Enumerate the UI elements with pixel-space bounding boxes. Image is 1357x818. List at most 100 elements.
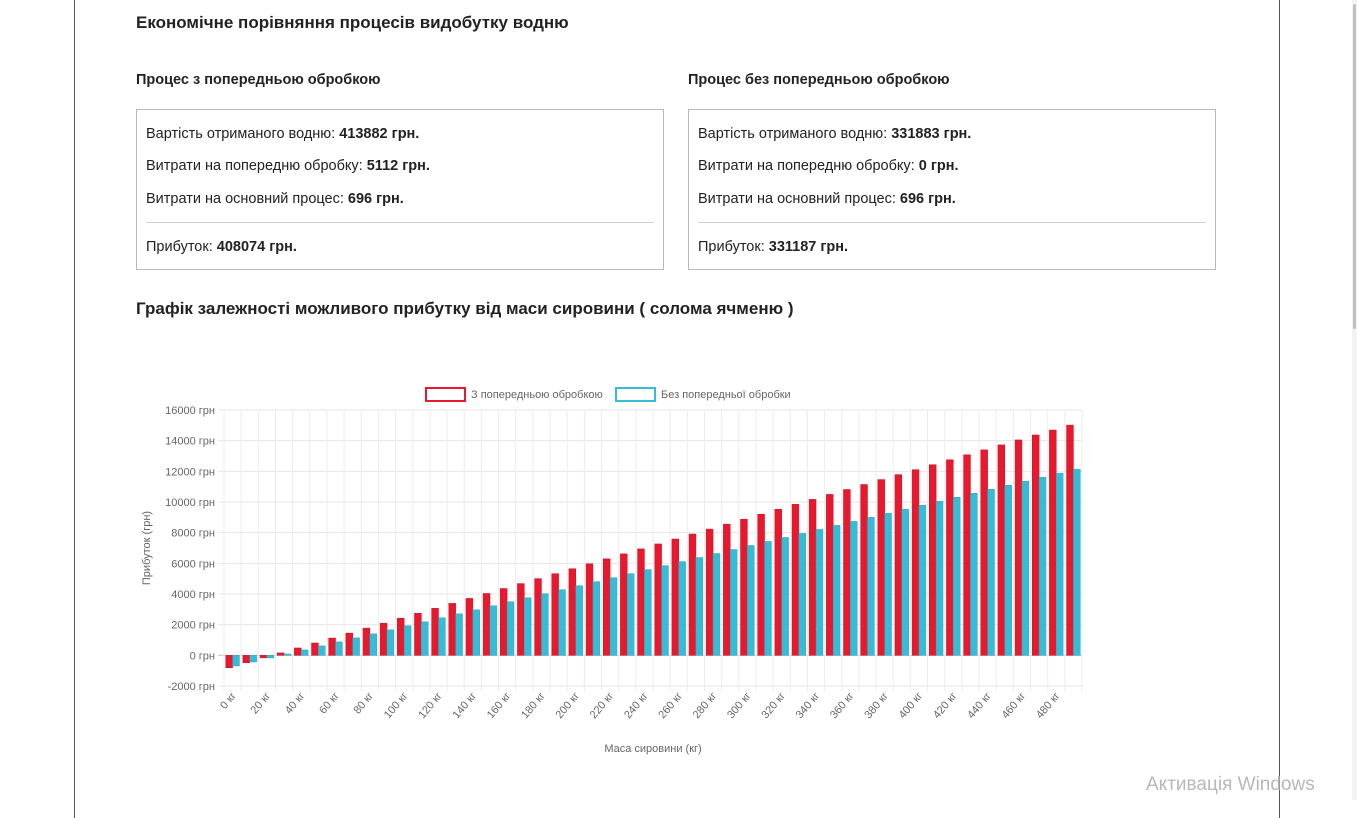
bar-without-pretreatment xyxy=(918,505,927,656)
bar-without-pretreatment xyxy=(644,569,652,656)
bar-without-pretreatment xyxy=(609,577,618,656)
x-tick-label: 400 кг xyxy=(897,690,926,721)
x-tick-label: 100 кг xyxy=(382,690,411,721)
x-tick-label: 220 кг xyxy=(588,690,617,721)
bar-without-pretreatment xyxy=(901,509,909,656)
y-axis-title: Прибуток (грн) xyxy=(141,511,153,585)
legend-label: Без попередньої обробки xyxy=(661,389,791,401)
bar-with-pretreatment xyxy=(894,474,903,656)
bar-without-pretreatment xyxy=(832,525,841,656)
pretreatment-cost-label: Витрати на попередню обробку: xyxy=(698,158,915,174)
bar-with-pretreatment xyxy=(465,598,474,656)
bar-with-pretreatment xyxy=(637,548,645,656)
bar-without-pretreatment xyxy=(232,655,240,667)
y-tick-label: 14000 грн xyxy=(165,436,215,448)
main-process-cost-label: Витрати на основний процес: xyxy=(698,191,896,207)
bar-without-pretreatment xyxy=(524,597,532,656)
bar-without-pretreatment xyxy=(266,655,275,659)
bar-with-pretreatment xyxy=(1066,424,1074,656)
bar-without-pretreatment xyxy=(249,655,257,663)
profit-label: Прибуток: xyxy=(698,239,765,255)
bar-with-pretreatment xyxy=(517,583,525,656)
pretreatment-cost: 0 грн. xyxy=(918,158,959,174)
bar-with-pretreatment xyxy=(585,563,594,656)
bar-without-pretreatment xyxy=(352,637,360,656)
bar-with-pretreatment xyxy=(980,449,988,656)
profit-value: 408074 грн. xyxy=(216,239,297,255)
bar-with-pretreatment xyxy=(448,603,456,656)
bar-without-pretreatment xyxy=(421,621,429,656)
profit-row: Прибуток: 331187 грн. xyxy=(698,239,848,255)
bar-with-pretreatment xyxy=(843,489,851,656)
bar-with-pretreatment xyxy=(602,558,611,656)
bar-without-pretreatment xyxy=(1056,472,1064,656)
bar-with-pretreatment xyxy=(860,484,868,656)
bar-with-pretreatment xyxy=(345,632,353,656)
card-divider xyxy=(698,222,1206,223)
bar-without-pretreatment xyxy=(472,609,480,656)
bar-with-pretreatment xyxy=(242,655,250,664)
y-tick-label: 16000 грн xyxy=(165,405,215,417)
x-tick-label: 200 кг xyxy=(553,690,582,721)
x-tick-label: 60 кг xyxy=(317,690,342,716)
bar-with-pretreatment xyxy=(1014,439,1023,656)
bar-with-pretreatment xyxy=(414,613,422,656)
x-tick-label: 480 кг xyxy=(1034,690,1063,721)
bar-without-pretreatment xyxy=(987,488,995,656)
bar-with-pretreatment xyxy=(688,533,697,656)
bar-with-pretreatment xyxy=(929,464,937,656)
profit-label: Прибуток: xyxy=(146,239,213,255)
windows-activation-watermark: Активація Windows xyxy=(1146,774,1315,795)
bar-with-pretreatment xyxy=(1031,434,1040,656)
bar-with-pretreatment xyxy=(791,504,800,656)
with-pretreatment-heading: Процес з попередньою обробкою xyxy=(136,72,381,88)
bar-with-pretreatment xyxy=(294,647,302,656)
x-tick-label: 0 кг xyxy=(218,690,239,712)
bar-without-pretreatment xyxy=(764,541,772,656)
x-tick-label: 300 кг xyxy=(725,690,754,721)
bar-with-pretreatment xyxy=(997,444,1006,656)
card-divider xyxy=(146,222,654,223)
page-scrollbar[interactable] xyxy=(1352,0,1357,800)
profit-row: Прибуток: 408074 грн. xyxy=(146,239,297,255)
bar-with-pretreatment xyxy=(826,494,834,656)
profit-bar-chart: -2000 грн 0 грн 2000 грн 4000 грн 6000 грн 80… xyxy=(141,387,1083,755)
bar-with-pretreatment xyxy=(534,578,542,656)
bar-with-pretreatment xyxy=(774,509,782,656)
main-process-cost: 696 грн. xyxy=(347,191,404,207)
legend-swatch xyxy=(425,387,466,402)
bar-without-pretreatment xyxy=(798,533,806,656)
bar-without-pretreatment xyxy=(541,593,549,656)
x-tick-label: 360 кг xyxy=(828,690,857,721)
x-tick-label: 280 кг xyxy=(691,690,720,721)
bar-with-pretreatment xyxy=(259,655,268,659)
main-process-cost-row: Витрати на основний процес: 696 грн. xyxy=(698,191,956,207)
x-tick-label: 440 кг xyxy=(965,690,994,721)
page-scrollbar-thumb[interactable] xyxy=(1353,4,1356,329)
bar-without-pretreatment xyxy=(867,517,875,656)
bar-with-pretreatment xyxy=(500,588,508,656)
hydrogen-value: 413882 грн. xyxy=(339,126,420,142)
without-pretreatment-heading: Процес без попередньою обробкою xyxy=(688,72,950,88)
bar-without-pretreatment xyxy=(1004,484,1012,656)
bar-without-pretreatment xyxy=(1021,480,1030,656)
bar-without-pretreatment xyxy=(1073,468,1081,656)
bar-without-pretreatment xyxy=(935,501,944,656)
x-tick-label: 140 кг xyxy=(450,690,479,721)
hydrogen-value-label: Вартість отриманого водню: xyxy=(146,126,336,142)
y-tick-label: 12000 грн xyxy=(165,466,215,478)
bar-with-pretreatment xyxy=(225,655,233,669)
x-tick-label: 80 кг xyxy=(351,690,376,716)
bar-without-pretreatment xyxy=(335,641,343,656)
bar-without-pretreatment xyxy=(369,633,377,656)
bar-with-pretreatment xyxy=(551,573,559,656)
x-tick-label: 240 кг xyxy=(622,690,651,721)
x-tick-label: 160 кг xyxy=(485,690,514,721)
x-tick-label: 40 кг xyxy=(283,690,308,716)
bar-without-pretreatment xyxy=(489,605,498,656)
main-process-cost: 696 грн. xyxy=(899,191,956,207)
x-axis-title: Маса сировини (кг) xyxy=(604,743,701,755)
x-tick-label: 340 кг xyxy=(794,690,823,721)
bar-with-pretreatment xyxy=(757,513,765,656)
without-pretreatment-card: Вартість отриманого водню: 331883 грн. В… xyxy=(688,109,1216,270)
